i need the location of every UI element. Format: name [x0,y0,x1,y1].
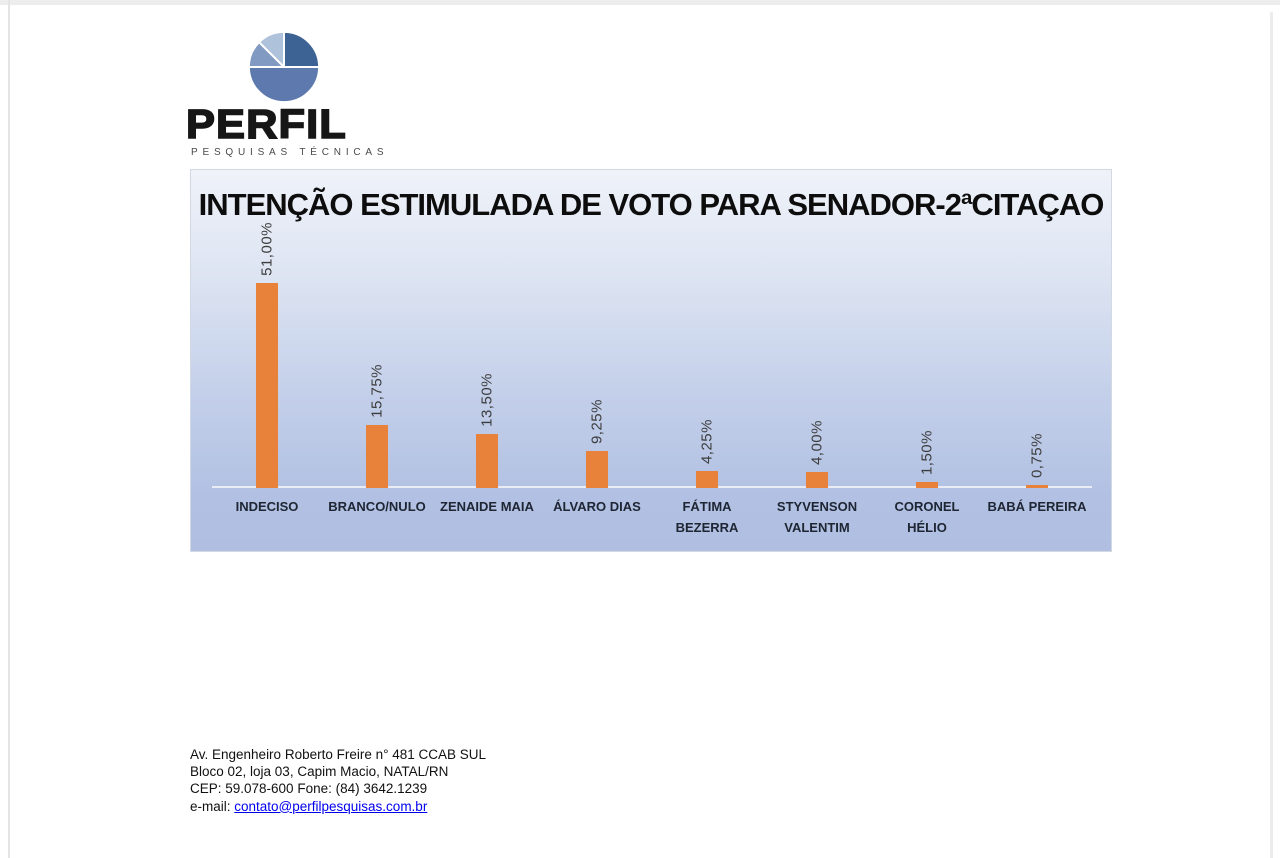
footer-address-line1: Av. Engenheiro Roberto Freire n° 481 CCA… [190,747,487,762]
category-label: INDECISO [235,499,299,514]
bar [366,425,388,488]
logo-pie-icon [247,30,321,103]
vote-intention-chart: INTENÇÃO ESTIMULADA DE VOTO PARA SENADOR… [190,169,1112,552]
chart-column: 1,50% CORONEL HÉLIO [872,170,982,553]
footer-email-label: e-mail: [190,798,235,814]
chart-title: INTENÇÃO ESTIMULADA DE VOTO PARA SENADOR… [198,187,1105,222]
chart-plot-area: 51,00% INDECISO 15,75% BRANCO/NULO 13,50% ZEN… [212,170,1092,553]
page-edge-right [1270,12,1273,858]
bar-value-label: 4,00% [808,419,826,465]
footer-email-line: e-mail: contato@perfilpesquisas.com.br [190,798,486,815]
chart-column: 0,75% BABÁ PEREIRA [982,170,1092,553]
chart-column: 4,00% STYVENSON VALENTIM [762,170,872,553]
bar [476,434,498,488]
page-edge-left [8,0,10,858]
bar-value-label: 51,00% [258,222,276,276]
bar-value-label: 4,25% [698,418,716,464]
footer: Av. Engenheiro Roberto Freire n° 481 CCA… [190,746,486,815]
category-label: BRANCO/NULO [328,499,426,514]
bar [696,471,718,488]
chart-column: 4,25% FÁTIMA BEZERRA [652,170,762,553]
brand-subtitle: PESQUISAS TÉCNICAS [191,147,389,158]
page-edge-top [0,0,1280,5]
bar [1026,485,1048,488]
category-label: ÁLVARO DIAS [553,499,641,514]
footer-address-line2: Bloco 02, loja 03, Capim Macio, NATAL/RN [190,764,449,780]
chart-column: 13,50% ZENAIDE MAIA [432,170,542,553]
x-axis-line [212,486,1092,488]
bar [256,283,278,488]
chart-column: 9,25% ÁLVARO DIAS [542,170,652,553]
footer-email-link[interactable]: contato@perfilpesquisas.com.br [234,798,428,814]
chart-column: 15,75% BRANCO/NULO [322,170,432,553]
category-label: CORONEL HÉLIO [894,499,960,535]
footer-cep-phone: CEP: 59.078-600 Fone: (84) 3642.1239 [190,781,428,797]
bar [806,472,828,488]
bar-value-label: 1,50% [918,429,936,475]
chart-column: 51,00% INDECISO [212,170,322,553]
bar-value-label: 13,50% [478,373,496,427]
bar [586,451,608,488]
bar [916,482,938,488]
category-label: ZENAIDE MAIA [440,499,534,514]
brand-wordmark: PERFIL [185,100,347,148]
bar-value-label: 15,75% [368,364,386,418]
bar-value-label: 9,25% [588,398,606,444]
category-label: FÁTIMA BEZERRA [675,499,739,535]
bar-value-label: 0,75% [1028,432,1046,478]
category-label: STYVENSON VALENTIM [776,499,858,535]
category-label: BABÁ PEREIRA [987,499,1087,514]
